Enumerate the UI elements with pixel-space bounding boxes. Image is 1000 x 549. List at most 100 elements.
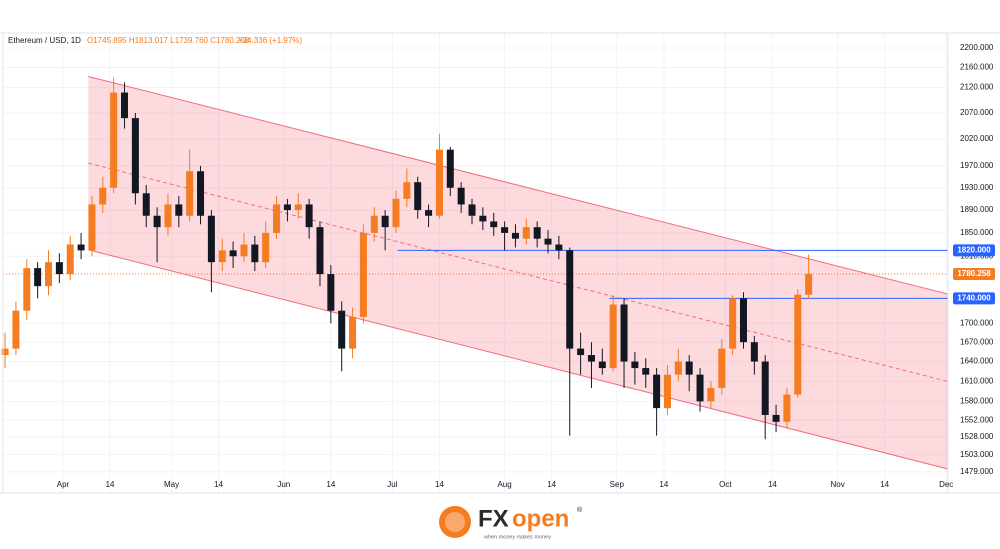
candle-body [316, 227, 324, 275]
y-tick-label: 1528.000 [960, 432, 994, 441]
x-tick-label: 14 [106, 480, 115, 489]
candle-body [110, 92, 118, 188]
candle-body [750, 342, 758, 362]
y-tick-label: 2020.000 [960, 134, 994, 143]
x-tick-label: 14 [214, 480, 223, 489]
x-tick-label: May [164, 480, 179, 489]
candle-body [425, 210, 433, 216]
x-tick-label: 14 [880, 480, 889, 489]
candle-body [283, 204, 291, 211]
candle-body [533, 227, 541, 239]
candle-body [131, 118, 139, 194]
candle-body [273, 204, 281, 233]
candle-body [338, 310, 346, 349]
x-tick-label: Jul [387, 480, 397, 489]
candle-body [23, 268, 31, 311]
candle-body [164, 204, 172, 228]
candle-body [783, 394, 791, 422]
candle-body [1, 348, 9, 356]
x-tick-label: Apr [57, 480, 70, 489]
channel-lower [88, 249, 949, 470]
level-box [953, 244, 995, 257]
candle-body [718, 348, 726, 388]
last-price-label: 1780.258 [957, 269, 991, 278]
candle-body [45, 262, 53, 287]
candle-body [631, 361, 639, 369]
candle-body [294, 204, 302, 211]
candle-body [381, 215, 389, 228]
candle-body [685, 361, 693, 375]
y-tick-label: 2200.000 [960, 43, 994, 52]
candle-body [218, 250, 226, 263]
y-tick-label: 1552.000 [960, 416, 994, 425]
candle-body [240, 244, 248, 257]
candle-body [153, 215, 161, 228]
x-tick-label: Sep [610, 480, 625, 489]
y-tick-label: 1610.000 [960, 376, 994, 385]
candle-body [99, 187, 107, 205]
logo-emblem [439, 506, 471, 538]
candle-body [392, 198, 400, 228]
y-tick-label: 1970.000 [960, 161, 994, 170]
plot [1, 75, 949, 470]
logo-name-a: FX [478, 505, 509, 532]
candle-body [544, 238, 552, 245]
candle-body [34, 268, 42, 287]
axes: 2200.000 2160.000 2120.000 2070.000 2020.000… [0, 32, 1000, 494]
candle-body [327, 274, 335, 311]
candle-body [186, 171, 194, 216]
candle-body [457, 187, 465, 205]
candle-body [739, 298, 747, 343]
candle-body [305, 204, 313, 228]
logo: FX open ® when money makes money [439, 505, 583, 540]
candle-body [707, 387, 715, 402]
x-tick-label: 14 [768, 480, 777, 489]
candle-body [642, 368, 650, 375]
candle-body [772, 414, 780, 422]
channel-upper [88, 75, 949, 295]
y-tick-label: 1640.000 [960, 357, 994, 366]
y-tick-label: 2160.000 [960, 63, 994, 72]
logo-emblem-inner [445, 512, 465, 532]
candle-body [587, 355, 595, 362]
candle-body [207, 215, 215, 263]
candle-body [55, 262, 63, 275]
candle-body [349, 316, 357, 349]
candle-body [142, 193, 150, 216]
candle-body [77, 244, 85, 251]
candle-body [370, 215, 378, 233]
x-tick-label: Oct [719, 480, 732, 489]
candle-body [403, 182, 411, 199]
last-price-box [953, 267, 995, 280]
candle-body [479, 215, 487, 222]
candle-body [88, 204, 96, 251]
logo-registered: ® [577, 506, 583, 514]
candle-body [609, 304, 617, 369]
x-tick-label: Dec [939, 480, 953, 489]
x-tick-label: Aug [497, 480, 511, 489]
y-tick-label: 1850.000 [960, 228, 994, 237]
candle-body [653, 374, 661, 409]
y-tick-label: 2070.000 [960, 108, 994, 117]
y-tick-label: 2120.000 [960, 83, 994, 92]
y-tick-label: 1930.000 [960, 183, 994, 192]
x-tick-label: 14 [659, 480, 668, 489]
candle-body [435, 149, 443, 216]
candle-body [446, 149, 454, 188]
channel-median [88, 162, 949, 383]
candle-body [359, 232, 367, 317]
y-tick-label: 1890.000 [960, 205, 994, 214]
candle-body [522, 227, 530, 239]
y-tick-label: 1503.000 [960, 450, 994, 459]
x-tick-label: 14 [435, 480, 444, 489]
logo-name-b: open [512, 505, 569, 532]
candle-body [620, 304, 628, 362]
candle-body [761, 361, 769, 415]
x-tick-label: Nov [830, 480, 844, 489]
candle-body [229, 250, 237, 257]
x-tick-label: Jun [277, 480, 290, 489]
candle-body [175, 204, 183, 216]
ohlc-readout: O1745.895 H1813.017 L1739.760 C1780.258 [87, 36, 250, 45]
level-label: 1740.000 [957, 293, 991, 302]
